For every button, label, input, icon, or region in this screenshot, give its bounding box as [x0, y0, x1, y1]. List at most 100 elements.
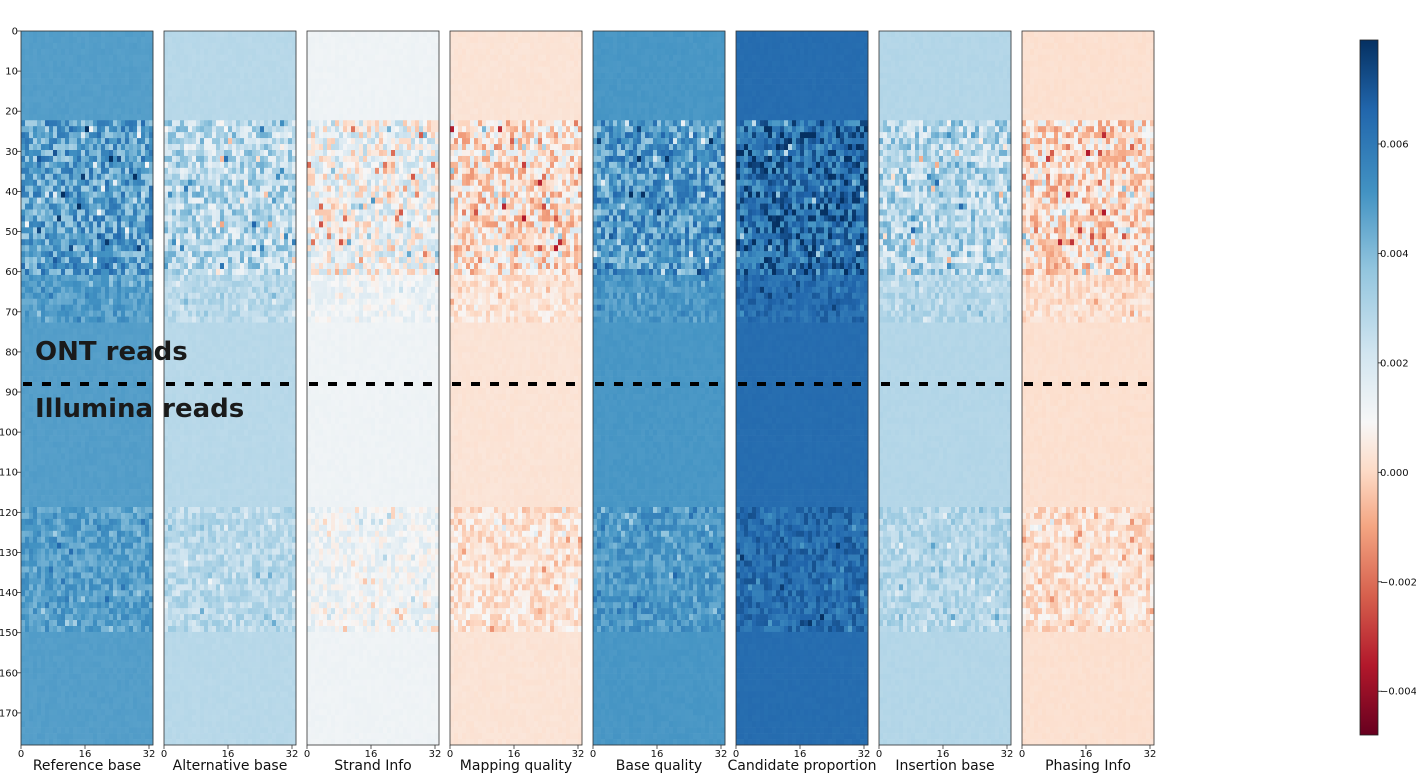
heatmap-cell [29, 43, 33, 49]
heatmap-cell [93, 102, 97, 108]
heatmap-cell [69, 174, 73, 180]
heatmap-cell [29, 174, 33, 180]
heatmap-cell [77, 79, 81, 85]
heatmap-cell [73, 210, 77, 216]
heatmap-cell [133, 138, 137, 144]
heatmap-cell [85, 67, 89, 73]
heatmap-cell [121, 192, 125, 198]
heatmap-cell [81, 49, 85, 55]
heatmap-cell [29, 96, 33, 102]
heatmap-cell [145, 210, 149, 216]
heatmap-cell [121, 132, 125, 138]
heatmap-cell [145, 227, 149, 233]
heatmap-cell [93, 108, 97, 114]
heatmap-cell [93, 79, 97, 85]
heatmap-cell [133, 85, 137, 91]
heatmap-cell [145, 126, 149, 132]
heatmap-cell [97, 227, 101, 233]
heatmap-cell [69, 102, 73, 108]
heatmap-cell [101, 198, 105, 204]
heatmap-cell [133, 174, 137, 180]
heatmap-cell [145, 132, 149, 138]
heatmap-cell [73, 132, 77, 138]
heatmap-cell [49, 61, 53, 67]
heatmap-cell [61, 114, 65, 120]
heatmap-cell [33, 162, 37, 168]
heatmap-cell [97, 85, 101, 91]
heatmap-cell [37, 126, 41, 132]
heatmap-cell [137, 102, 141, 108]
heatmap-cell [57, 49, 61, 55]
heatmap-cell [121, 150, 125, 156]
heatmap-cell [121, 31, 125, 37]
heatmap-cell [61, 156, 65, 162]
heatmap-cell [145, 168, 149, 174]
heatmap-cell [145, 174, 149, 180]
heatmap-cell [145, 91, 149, 97]
heatmap-cell [101, 174, 105, 180]
heatmap-cell [97, 61, 101, 67]
heatmap-cell [33, 144, 37, 150]
heatmap-cell [85, 55, 89, 61]
heatmap-cell [73, 73, 77, 79]
heatmap-cell [89, 156, 93, 162]
heatmap-cell [65, 150, 69, 156]
heatmap-cell [93, 61, 97, 67]
heatmap-cell [137, 126, 141, 132]
heatmap-cell [53, 108, 57, 114]
heatmap-cell [89, 120, 93, 126]
heatmap-cell [77, 96, 81, 102]
heatmap-cell [81, 180, 85, 186]
heatmap-cell [69, 221, 73, 227]
heatmap-cell [33, 61, 37, 67]
heatmap-cell [45, 61, 49, 67]
heatmap-cell [53, 85, 57, 91]
heatmap-cell [105, 85, 109, 91]
heatmap-cell [81, 156, 85, 162]
heatmap-cell [109, 91, 113, 97]
heatmap-cell [81, 73, 85, 79]
heatmap-cell [117, 85, 121, 91]
heatmap-cell [121, 43, 125, 49]
heatmap-cell [41, 114, 45, 120]
heatmap-cell [137, 96, 141, 102]
heatmap-cell [25, 156, 29, 162]
heatmap-cell [41, 49, 45, 55]
heatmap-cell [57, 108, 61, 114]
heatmap-cell [129, 85, 133, 91]
heatmap-cell [77, 221, 81, 227]
heatmap-cell [125, 85, 129, 91]
heatmap-cell [141, 49, 145, 55]
heatmap-cell [69, 43, 73, 49]
heatmap-cell [25, 85, 29, 91]
heatmap-cell [73, 227, 77, 233]
heatmap-cell [101, 221, 105, 227]
heatmap-cell [37, 162, 41, 168]
heatmap-cell [37, 221, 41, 227]
heatmap-cell [29, 132, 33, 138]
heatmap-cell [129, 227, 133, 233]
heatmap-cell [69, 31, 73, 37]
heatmap-cell [49, 114, 53, 120]
heatmap-cell [93, 168, 97, 174]
heatmap-cell [109, 132, 113, 138]
heatmap-cell [125, 67, 129, 73]
heatmap-cell [89, 221, 93, 227]
heatmap-cell [109, 96, 113, 102]
heatmap-cell [109, 85, 113, 91]
heatmap-cell [29, 215, 33, 221]
heatmap-cell [105, 79, 109, 85]
heatmap-cell [121, 49, 125, 55]
heatmap-cell [21, 174, 25, 180]
heatmap-cell [57, 79, 61, 85]
heatmap-cell [101, 91, 105, 97]
heatmap-cell [37, 227, 41, 233]
heatmap-cell [105, 43, 109, 49]
heatmap-cell [97, 79, 101, 85]
heatmap-cell [45, 174, 49, 180]
heatmap-cell [117, 96, 121, 102]
heatmap-cell [97, 67, 101, 73]
heatmap-cell [85, 114, 89, 120]
heatmap-cell [121, 85, 125, 91]
heatmap-cell [57, 91, 61, 97]
